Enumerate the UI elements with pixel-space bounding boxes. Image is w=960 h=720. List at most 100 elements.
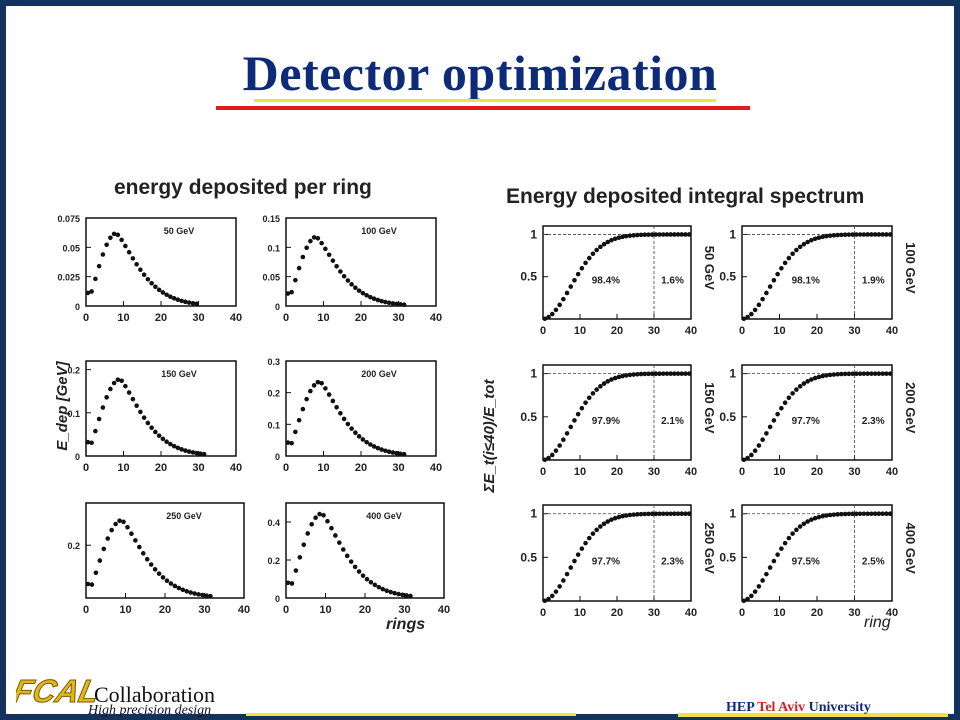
energy-label: 250 GeV <box>166 511 202 521</box>
y-tick-label: 0.5 <box>719 550 736 564</box>
right-panel-heading: Energy deposited integral spectrum <box>506 185 865 208</box>
data-point <box>404 593 409 598</box>
data-point <box>175 445 181 451</box>
data-point <box>771 277 777 283</box>
x-tick-label: 40 <box>685 325 697 337</box>
x-tick-label: 30 <box>392 462 404 474</box>
data-point <box>301 542 307 547</box>
x-tick-label: 0 <box>83 604 89 616</box>
data-point <box>113 521 118 527</box>
data-point <box>192 591 197 596</box>
data-point <box>149 425 154 431</box>
data-point <box>657 511 662 517</box>
data-point <box>141 415 147 420</box>
x-tick-label: 30 <box>648 607 660 619</box>
data-point <box>835 512 840 517</box>
data-point <box>741 316 747 322</box>
data-point <box>89 440 94 446</box>
data-point <box>679 511 685 517</box>
data-point <box>171 443 177 449</box>
x-tick-label: 40 <box>438 604 450 616</box>
data-point <box>360 290 366 296</box>
data-point <box>542 316 548 322</box>
left-panel-heading: energy deposited per ring <box>114 176 372 199</box>
data-point <box>364 293 369 298</box>
data-point <box>649 511 655 517</box>
data-point <box>289 440 294 446</box>
data-point <box>660 232 666 237</box>
data-point <box>394 450 399 456</box>
data-point <box>386 300 392 306</box>
data-point <box>646 511 651 517</box>
outer-fraction-label: 1.9% <box>862 276 885 287</box>
data-point <box>549 311 555 317</box>
data-point <box>586 255 592 261</box>
data-point <box>308 388 313 394</box>
data-point <box>876 511 882 517</box>
data-point <box>123 243 128 249</box>
x-tick-label: 40 <box>685 466 697 478</box>
x-tick-label: 20 <box>355 462 367 474</box>
data-point <box>801 241 807 247</box>
subplot-integral-50-gev: 0 10 20 30 40 0.5 1 98.4% 1.6% 50 GeV <box>520 225 717 337</box>
data-point <box>861 371 867 376</box>
data-point <box>134 403 139 408</box>
data-point <box>835 371 840 377</box>
subplot-per-ring-250-gev: 0 10 20 30 40 0.2 250 GeV <box>67 502 250 616</box>
data-point <box>568 565 574 570</box>
data-point <box>760 437 765 443</box>
data-point <box>93 276 98 282</box>
data-point <box>857 232 863 237</box>
fcal-logo: FCAL <box>16 673 96 710</box>
data-point <box>111 231 117 237</box>
data-point <box>616 374 622 380</box>
data-point <box>194 450 199 456</box>
inner-fraction-label: 98.4% <box>592 276 620 287</box>
data-point <box>133 538 138 543</box>
data-point <box>186 300 192 305</box>
data-point <box>553 589 559 594</box>
data-point <box>809 517 814 522</box>
data-point <box>741 457 747 463</box>
data-point <box>96 263 102 269</box>
slide-title: Detector optimization <box>242 45 718 101</box>
data-point <box>646 232 651 237</box>
title-underline-yellow <box>254 99 716 102</box>
data-point <box>797 524 803 529</box>
x-tick-label: 30 <box>192 462 204 474</box>
data-point <box>816 514 822 520</box>
y-tick-label: 0.4 <box>267 518 280 528</box>
data-point <box>171 296 177 301</box>
right-x-axis-label: ring <box>864 614 891 631</box>
data-point <box>790 391 795 396</box>
data-point <box>204 593 209 598</box>
data-point <box>553 307 559 313</box>
data-point <box>337 540 342 545</box>
data-point <box>609 517 614 522</box>
data-point <box>764 290 769 296</box>
data-point <box>609 237 614 243</box>
data-point <box>846 232 852 237</box>
data-point <box>872 511 878 517</box>
data-point <box>323 246 328 252</box>
data-point <box>379 447 384 452</box>
data-point <box>293 429 298 435</box>
data-point <box>812 515 818 521</box>
data-point <box>349 282 354 287</box>
data-point <box>561 437 566 443</box>
data-point <box>749 452 754 458</box>
x-tick-label: 20 <box>159 604 171 616</box>
data-point <box>325 518 330 524</box>
data-point <box>620 234 625 240</box>
data-point <box>153 429 158 435</box>
data-point <box>857 371 863 376</box>
data-point <box>305 531 311 536</box>
data-point <box>326 392 332 397</box>
data-point <box>775 552 780 557</box>
data-point <box>872 371 878 376</box>
data-point <box>631 512 636 517</box>
left-x-axis-label: rings <box>386 616 426 633</box>
data-point <box>854 232 859 237</box>
data-point <box>861 511 867 517</box>
data-point <box>835 232 840 238</box>
